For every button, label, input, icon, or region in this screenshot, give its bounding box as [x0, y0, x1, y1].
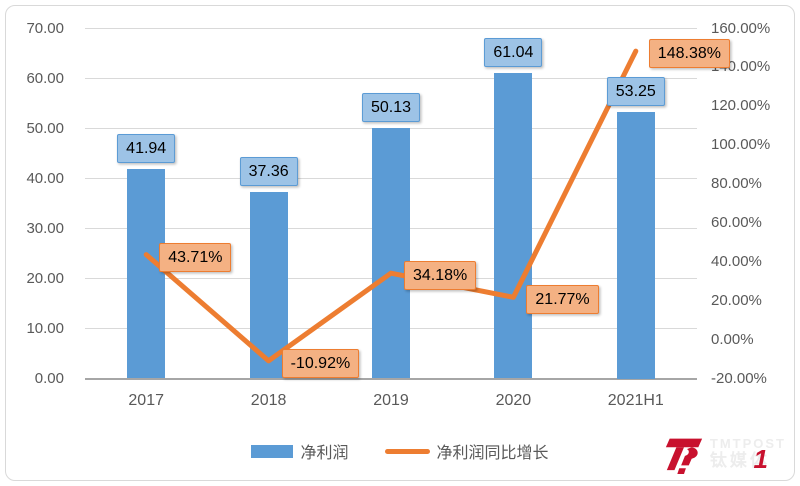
- y-axis-tick-left: 20.00: [26, 269, 64, 287]
- bar: [616, 112, 655, 379]
- line-data-label: 34.18%: [404, 261, 477, 291]
- y-axis-tick-right: 120.00%: [711, 97, 771, 115]
- grid-line: [85, 28, 697, 29]
- y-axis-tick-right: 60.00%: [711, 213, 762, 231]
- y-axis-tick-left: 60.00: [26, 69, 64, 87]
- y-axis-tick-left: 0.00: [34, 369, 64, 387]
- y-axis-tick-right: 80.00%: [711, 175, 762, 193]
- x-axis-label: 2020: [495, 392, 532, 409]
- bar: [494, 73, 533, 379]
- grid-line: [85, 78, 697, 79]
- y-axis-tick-right: 0.00%: [711, 330, 754, 348]
- y-axis-tick-right: 100.00%: [711, 136, 771, 154]
- line-data-label: 43.71%: [159, 242, 232, 272]
- y-axis-tick-right: 160.00%: [711, 19, 771, 37]
- bar-data-label: 50.13: [361, 92, 421, 122]
- legend-label: 净利润: [300, 445, 349, 462]
- x-axis-label: 2018: [250, 392, 287, 409]
- chart-legend: 净利润 净利润同比增长: [0, 439, 800, 463]
- x-axis-label: 2021H1: [607, 392, 664, 409]
- y-axis-tick-left: 50.00: [26, 119, 64, 137]
- line-data-label: 21.77%: [526, 285, 599, 315]
- bar-data-label: 61.04: [484, 38, 543, 68]
- y-axis-tick-right: 40.00%: [711, 252, 762, 270]
- line-data-label: 148.38%: [648, 39, 730, 69]
- y-axis-tick-right: 20.00%: [711, 291, 762, 309]
- y-axis-tick-right: -20.00%: [711, 369, 767, 387]
- x-axis-line: [85, 378, 697, 380]
- bar-data-label: 53.25: [606, 77, 665, 107]
- bar-data-label: 37.36: [239, 156, 298, 186]
- legend-line-swatch: [384, 448, 430, 454]
- y-axis-tick-left: 30.00: [26, 219, 64, 237]
- x-axis-label: 2019: [373, 392, 409, 409]
- bar: [372, 127, 410, 379]
- legend-bar-swatch: [251, 444, 294, 458]
- bar: [127, 168, 166, 379]
- tmtpost-logo-icon: [665, 438, 703, 474]
- legend-item-yoy-growth: 净利润同比增长: [384, 439, 549, 463]
- legend-item-net-profit: 净利润: [251, 439, 349, 463]
- y-axis-tick-left: 10.00: [26, 319, 64, 337]
- tmtpost-overlay-digit: 1: [753, 444, 768, 474]
- x-axis-label: 2017: [128, 392, 164, 409]
- y-axis-tick-left: 40.00: [26, 169, 64, 187]
- y-axis-tick-left: 70.00: [26, 19, 64, 37]
- line-data-label: -10.92%: [281, 348, 360, 378]
- tmtpost-brand-en: TMTPOST: [709, 436, 786, 451]
- bar-data-label: 41.94: [117, 133, 176, 163]
- tmtpost-brand-cn: 钛媒体: [709, 451, 770, 470]
- tmtpost-watermark: TMTPOST 钛媒体 1: [663, 432, 786, 474]
- legend-label: 净利润同比增长: [436, 445, 549, 462]
- tmtpost-logo-text: TMTPOST 钛媒体 1: [709, 436, 786, 474]
